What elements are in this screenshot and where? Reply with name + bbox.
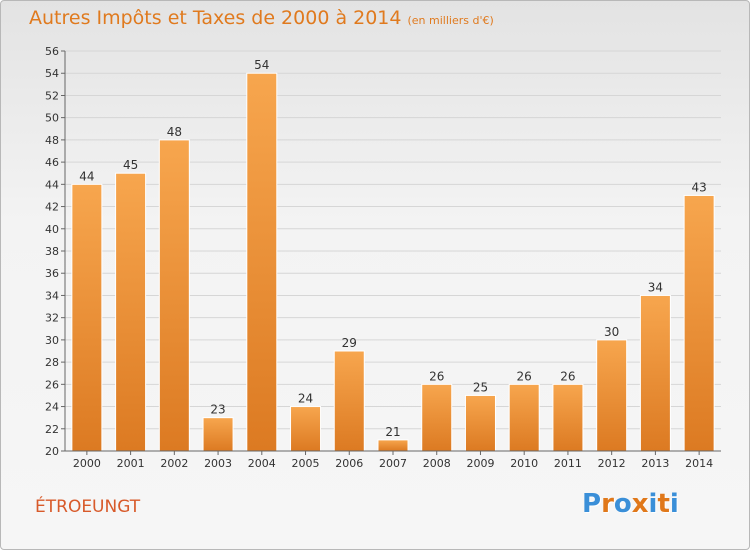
logo-letter: i [648,489,658,519]
bar-2010 [508,383,540,452]
value-label-2002: 48 [167,125,182,139]
logo-letter: P [582,489,602,519]
y-tick-label: 38 [45,245,59,258]
x-tick-label-2005: 2005 [292,457,320,470]
x-tick-label-2014: 2014 [685,457,713,470]
bar-2001 [115,172,147,452]
bar-2006 [333,350,365,452]
value-label-2012: 30 [604,325,619,339]
bar-2004 [246,72,278,452]
y-tick-label: 26 [45,378,59,391]
bar-2005 [290,406,322,452]
y-tick-label: 24 [45,401,59,414]
bar-2009 [464,394,496,452]
value-label-2001: 45 [123,158,138,172]
logo-letter: r [601,489,614,519]
bar-2003 [202,417,234,452]
x-tick-label-2004: 2004 [248,457,276,470]
value-label-2009: 25 [473,380,488,394]
x-tick-label-2003: 2003 [204,457,232,470]
y-tick-label: 54 [45,67,59,80]
x-tick-label-2011: 2011 [554,457,582,470]
y-tick-label: 40 [45,223,59,236]
logo-letter: i [669,489,679,519]
y-tick-label: 46 [45,156,59,169]
proxiti-logo: Proxiti [582,489,679,519]
x-tick-label-2009: 2009 [466,457,494,470]
bar-2014 [683,194,715,452]
y-tick-label: 50 [45,112,59,125]
y-tick-label: 36 [45,267,59,280]
x-tick-label-2013: 2013 [641,457,669,470]
y-tick-label: 34 [45,289,59,302]
chart-title: Autres Impôts et Taxes de 2000 à 2014 (en… [29,7,494,29]
unit-text: (en milliers d'€) [407,14,494,27]
value-label-2007: 21 [385,425,400,439]
y-tick-label: 22 [45,423,59,436]
y-tick-label: 42 [45,201,59,214]
y-tick-label: 52 [45,89,59,102]
y-tick-label: 32 [45,312,59,325]
value-label-2011: 26 [560,369,575,383]
bar-2012 [596,339,628,452]
value-label-2000: 44 [79,169,94,183]
y-tick-label: 44 [45,178,59,191]
value-label-2006: 29 [342,336,357,350]
value-label-2003: 23 [210,403,225,417]
y-tick-label: 48 [45,134,59,147]
bars: 44 45 48 23 54 24 29 21 26 25 26 26 30 34 43 [71,58,715,452]
bar-2011 [552,383,584,452]
y-tick-label: 28 [45,356,59,369]
logo-letter: o [613,489,632,519]
value-label-2010: 26 [517,369,532,383]
x-tick-label-2000: 2000 [73,457,101,470]
x-tick-label-2001: 2001 [117,457,145,470]
bar-2002 [158,139,190,452]
value-label-2008: 26 [429,369,444,383]
logo-letter: x [631,489,649,519]
bar-2000 [71,183,103,452]
bar-2008 [421,383,453,452]
x-tick-label-2012: 2012 [598,457,626,470]
axes: 20 22 24 26 28 30 32 34 36 38 40 42 44 46 48 50 52 54 56 20… [45,45,721,470]
y-tick-label: 56 [45,45,59,58]
x-tick-label-2008: 2008 [423,457,451,470]
x-tick-label-2006: 2006 [335,457,363,470]
y-tick-label: 30 [45,334,59,347]
x-tick-label-2007: 2007 [379,457,407,470]
title-text: Autres Impôts et Taxes de 2000 à 2014 [29,7,402,29]
value-label-2004: 54 [254,58,269,72]
value-label-2014: 43 [691,180,706,194]
logo-letter: t [657,489,670,519]
commune-name: ÉTROEUNGT [35,497,141,517]
value-label-2013: 34 [648,280,663,294]
y-tick-label: 20 [45,445,59,458]
bar-2013 [639,294,671,452]
x-tick-label-2010: 2010 [510,457,538,470]
bar-2007 [377,439,409,452]
value-label-2005: 24 [298,392,313,406]
x-tick-label-2002: 2002 [160,457,188,470]
